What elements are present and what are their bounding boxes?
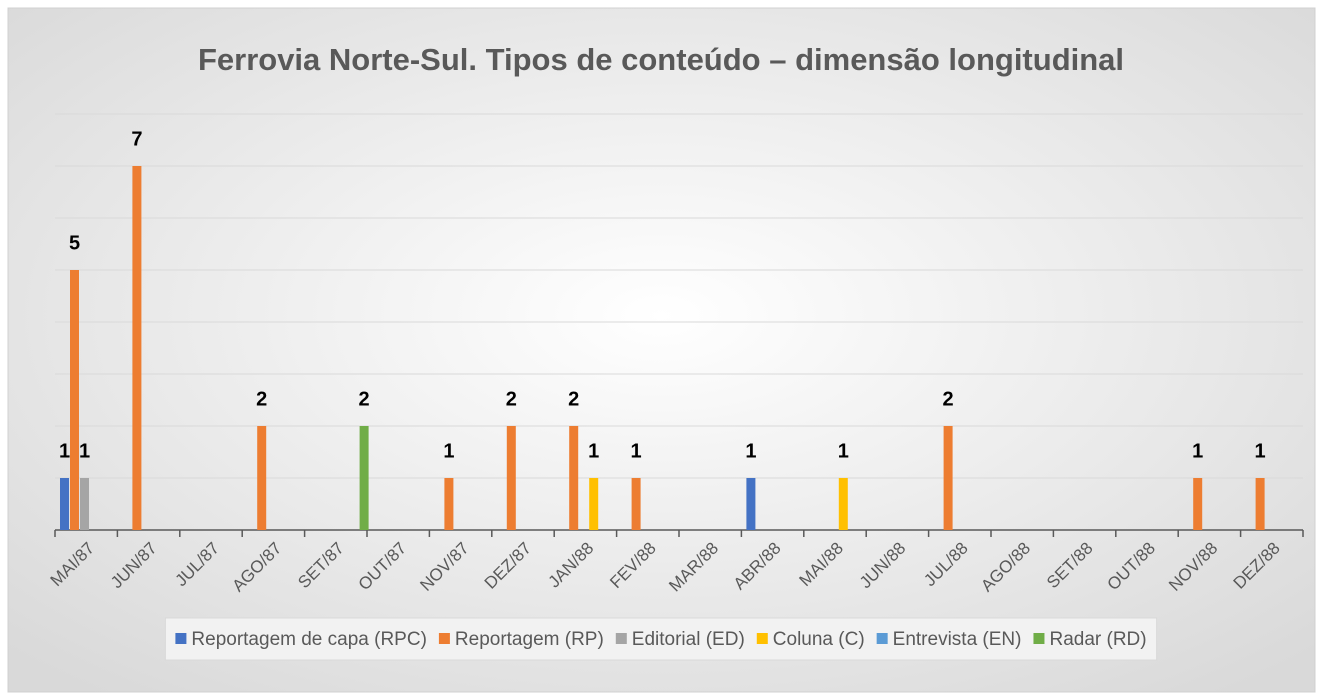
bar <box>359 426 369 530</box>
legend-swatch <box>756 633 768 644</box>
data-label: 2 <box>943 388 954 410</box>
legend-label: Entrevista (EN) <box>893 629 1022 650</box>
bar <box>132 166 142 530</box>
data-label: 1 <box>631 440 642 462</box>
bar <box>506 426 516 530</box>
legend-label: Reportagem (RP) <box>455 629 604 650</box>
bar <box>70 270 79 530</box>
data-label: 1 <box>745 440 756 462</box>
legend-label: Reportagem de capa (RPC) <box>191 629 427 650</box>
legend-swatch <box>615 633 627 644</box>
bar <box>1255 478 1265 530</box>
data-label: 7 <box>131 128 142 150</box>
legend-swatch <box>438 633 450 644</box>
legend-label: Editorial (ED) <box>632 629 745 650</box>
chart-title: Ferrovia Norte-Sul. Tipos de conteúdo – … <box>198 42 1124 77</box>
bar <box>589 478 599 530</box>
data-label: 1 <box>443 440 454 462</box>
chart-background <box>7 7 1316 693</box>
data-label: 2 <box>506 388 517 410</box>
data-label: 1 <box>838 440 849 462</box>
bar <box>257 426 267 530</box>
legend-box <box>164 617 1158 661</box>
data-label: 1 <box>1255 440 1266 462</box>
legend-label: Coluna (C) <box>773 629 865 650</box>
data-label: 2 <box>256 388 267 410</box>
data-label: 1 <box>1192 440 1203 462</box>
bar <box>838 478 848 530</box>
bar <box>444 478 454 530</box>
data-label: 1 <box>588 440 599 462</box>
legend-swatch <box>1033 633 1045 644</box>
data-label: 1 <box>59 440 70 462</box>
legend-swatch <box>175 633 187 644</box>
legend-swatch <box>876 633 888 644</box>
bar <box>1193 478 1203 530</box>
bar <box>80 478 89 530</box>
legend: Reportagem de capa (RPC) Reportagem (RP) E… <box>164 617 1158 661</box>
data-label: 5 <box>69 232 80 254</box>
data-label: 1 <box>79 440 90 462</box>
bar <box>943 426 953 530</box>
data-label: 2 <box>568 388 579 410</box>
bar <box>569 426 579 530</box>
bar <box>631 478 641 530</box>
bar <box>60 478 69 530</box>
legend-label: Radar (RD) <box>1049 629 1146 650</box>
data-label: 2 <box>359 388 370 410</box>
bar <box>746 478 756 530</box>
